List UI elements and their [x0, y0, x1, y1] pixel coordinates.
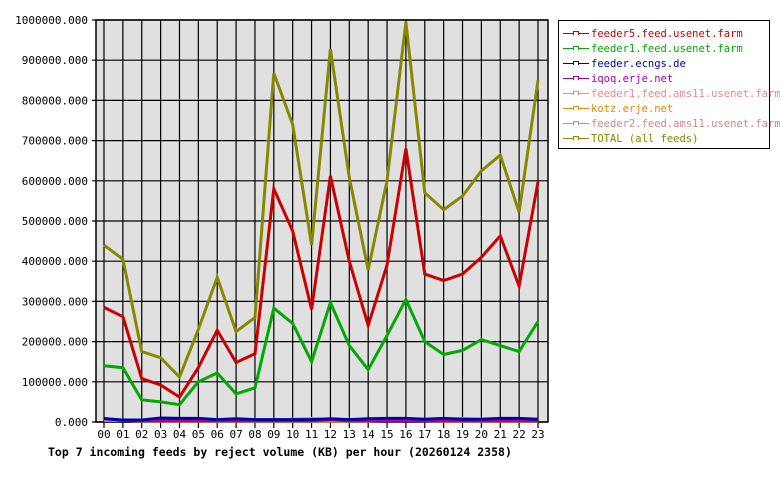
x-tick-label: 02 — [135, 428, 148, 441]
legend-label: feeder2.feed.ams11.usenet.farm — [591, 117, 780, 130]
y-tick-label: 800000.000 — [22, 94, 88, 107]
y-tick-label: 700000.000 — [22, 135, 88, 148]
legend-label: feeder1.feed.ams11.usenet.farm — [591, 87, 780, 100]
series-line-0 — [103, 148, 540, 400]
x-tick-label: 22 — [513, 428, 526, 441]
legend-item: kotz.erje.net — [559, 101, 673, 116]
x-tick-label: 10 — [286, 428, 299, 441]
legend-line-marker-icon — [563, 44, 589, 54]
x-tick-label: 17 — [418, 428, 431, 441]
legend-label: iqoq.erje.net — [591, 72, 674, 85]
y-tick-label: 300000.000 — [22, 295, 88, 308]
legend-label: TOTAL (all feeds) — [591, 132, 699, 145]
x-tick-label: 08 — [248, 428, 261, 441]
x-tick-label: 16 — [399, 428, 412, 441]
legend-item: feeder2.feed.ams11.usenet.farm — [559, 116, 780, 131]
legend-line-marker-icon — [563, 119, 589, 129]
legend: feeder5.feed.usenet.farm feeder1.feed.use… — [558, 20, 780, 149]
legend-line-marker-icon — [563, 134, 589, 144]
y-tick-label: 0.000 — [55, 416, 88, 429]
x-tick-label: 03 — [154, 428, 167, 441]
legend-item: TOTAL (all feeds) — [559, 131, 698, 146]
y-tick-label: 1000000.000 — [15, 14, 88, 27]
x-tick-label: 09 — [267, 428, 280, 441]
legend-line-marker-icon — [563, 89, 589, 99]
x-tick-label: 13 — [343, 428, 356, 441]
legend-line-marker-icon — [563, 29, 589, 39]
x-tick-label: 06 — [211, 428, 224, 441]
y-tick-label: 400000.000 — [22, 255, 88, 268]
legend-label: feeder1.feed.usenet.farm — [591, 42, 743, 55]
legend-item: feeder.ecngs.de — [559, 56, 686, 71]
chart-title: Top 7 incoming feeds by reject volume (K… — [48, 445, 512, 459]
x-tick-label: 01 — [116, 428, 129, 441]
series-lines — [103, 21, 540, 423]
legend-line-marker-icon — [563, 59, 589, 69]
legend-item: feeder1.feed.usenet.farm — [559, 41, 743, 56]
y-tick-label: 200000.000 — [22, 336, 88, 349]
x-tick-label: 05 — [192, 428, 205, 441]
grid-lines — [92, 19, 549, 428]
legend-item: iqoq.erje.net — [559, 71, 673, 86]
x-tick-label: 12 — [324, 428, 337, 441]
x-tick-label: 15 — [380, 428, 393, 441]
legend-item: feeder5.feed.usenet.farm — [559, 26, 743, 41]
series-line-2 — [103, 416, 539, 422]
legend-item: feeder1.feed.ams11.usenet.farm — [559, 86, 780, 101]
series-line-7 — [103, 21, 540, 380]
x-tick-label: 07 — [229, 428, 242, 441]
y-axis: 0.000 100000.000 200000.000 300000.000 40000… — [15, 14, 88, 429]
legend-label: kotz.erje.net — [591, 102, 674, 115]
y-tick-label: 500000.000 — [22, 215, 88, 228]
x-tick-label: 21 — [494, 428, 507, 441]
x-tick-label: 11 — [305, 428, 318, 441]
x-tick-label: 19 — [456, 428, 469, 441]
legend-label: feeder5.feed.usenet.farm — [591, 27, 743, 40]
legend-line-marker-icon — [563, 104, 589, 114]
x-tick-label: 18 — [437, 428, 450, 441]
x-tick-label: 20 — [475, 428, 488, 441]
x-axis: 00 01 02 03 04 05 06 07 08 09 10 11 12 13 14 15 16 17 18 19… — [97, 428, 544, 441]
y-tick-label: 600000.000 — [22, 175, 88, 188]
x-tick-label: 14 — [362, 428, 376, 441]
x-tick-label: 04 — [173, 428, 187, 441]
x-tick-label: 23 — [531, 428, 544, 441]
y-tick-label: 900000.000 — [22, 54, 88, 67]
y-tick-label: 100000.000 — [22, 376, 88, 389]
legend-label: feeder.ecngs.de — [591, 57, 686, 70]
legend-line-marker-icon — [563, 74, 589, 84]
x-tick-label: 00 — [97, 428, 110, 441]
series-line-1 — [103, 295, 540, 407]
